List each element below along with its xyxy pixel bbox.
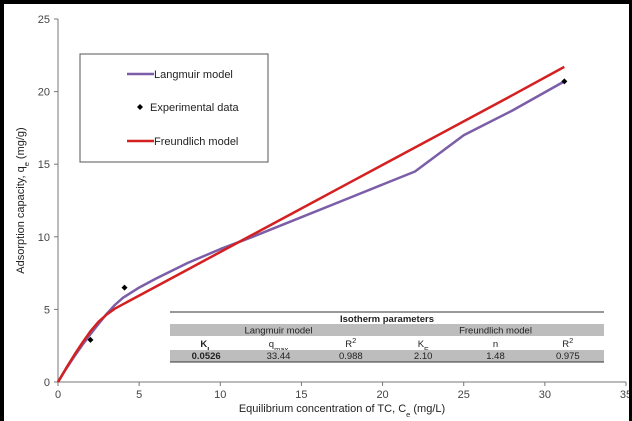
table-value: 33.44 xyxy=(267,351,291,362)
data-point xyxy=(561,78,568,85)
table-column-header: qmax xyxy=(269,339,289,354)
table-group-header-bg xyxy=(170,324,604,336)
table-value: 0.975 xyxy=(556,351,580,362)
table-group-header: Langmuir model xyxy=(244,326,312,337)
data-point xyxy=(87,336,94,343)
table-column-header: R2 xyxy=(345,336,356,351)
table-value: 2.10 xyxy=(414,351,433,362)
legend-label: Freundlich model xyxy=(154,136,238,148)
x-tick-label: 20 xyxy=(376,389,388,401)
table-column-header: n xyxy=(493,339,498,350)
table-title: Isotherm parameters xyxy=(340,314,434,325)
chart-frame: 0 5 10 15 20 25 30 35 0 5 10 15 20 25 Equilibrium conc… xyxy=(4,4,629,421)
table-column-header: KL xyxy=(200,339,212,354)
x-tick-label: 10 xyxy=(214,389,226,401)
legend: Langmuir model Experimental data Freundlic… xyxy=(79,53,269,163)
legend-label: Langmuir model xyxy=(154,69,233,81)
table-value: 1.48 xyxy=(486,351,505,362)
y-tick-label: 20 xyxy=(38,87,50,99)
table-column-header: KF xyxy=(418,339,429,354)
legend-box xyxy=(79,53,269,163)
y-tick-label: 10 xyxy=(38,232,50,244)
table-group-header: Freundlich model xyxy=(459,326,532,337)
parameter-table: Isotherm parameters Langmuir model Freundl… xyxy=(170,311,604,363)
isotherm-chart: 0 5 10 15 20 25 30 35 0 5 10 15 20 25 Equilibrium conc… xyxy=(15,14,629,419)
legend-label: Experimental data xyxy=(150,102,240,114)
series-line-langmuir-model xyxy=(56,80,565,383)
x-tick-label: 0 xyxy=(55,389,61,401)
x-tick-label: 35 xyxy=(620,389,629,401)
table-column-header: R2 xyxy=(562,336,573,351)
y-tick-label: 0 xyxy=(44,377,50,389)
x-tick-label: 25 xyxy=(458,389,470,401)
x-tick-label: 30 xyxy=(539,389,551,401)
y-axis-title: Adsorption capacity, qe (mg/g) xyxy=(15,127,31,273)
x-tick-label: 15 xyxy=(295,389,307,401)
x-tick-label: 5 xyxy=(136,389,142,401)
table-value: 0.0526 xyxy=(192,351,221,362)
data-point xyxy=(121,284,128,291)
table-values-bg xyxy=(170,350,604,362)
y-tick-label: 25 xyxy=(38,14,50,26)
y-tick-label: 15 xyxy=(38,159,50,171)
legend-swatch-marker xyxy=(137,104,143,110)
table-value: 0.988 xyxy=(339,351,363,362)
x-axis-title: Equilibrium concentration of TC, Ce (mg/… xyxy=(239,403,445,419)
series-line-freundlich-model xyxy=(56,65,565,383)
y-tick-label: 5 xyxy=(44,304,50,316)
